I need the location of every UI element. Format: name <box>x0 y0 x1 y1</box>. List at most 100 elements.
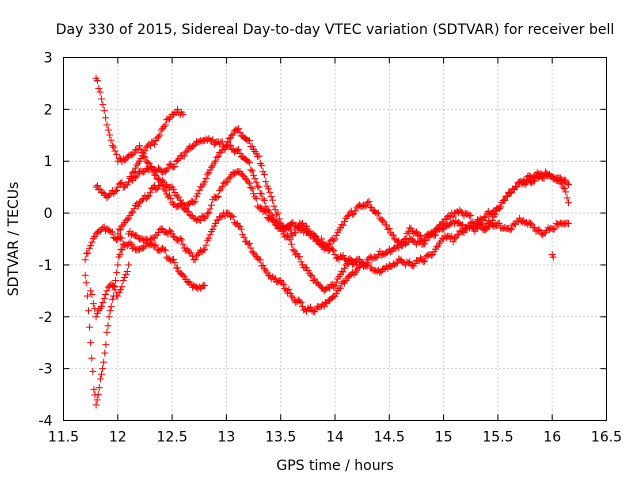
data-point <box>392 259 400 267</box>
data-point <box>123 268 131 276</box>
data-point <box>84 249 92 257</box>
x-tick-label: 16.5 <box>591 430 622 446</box>
data-point <box>112 276 120 284</box>
data-point <box>267 193 275 201</box>
data-point <box>403 230 411 238</box>
data-point <box>106 131 114 139</box>
data-point <box>199 246 207 254</box>
data-point <box>144 193 152 201</box>
x-tick-label: 14 <box>326 430 344 446</box>
x-tick-label: 12 <box>109 430 127 446</box>
data-point <box>224 209 232 217</box>
data-point <box>191 197 199 205</box>
data-point <box>258 190 266 198</box>
data-point <box>235 145 243 153</box>
data-point <box>317 235 325 243</box>
data-point <box>145 192 153 200</box>
data-point <box>107 136 115 144</box>
data-point <box>95 384 103 392</box>
data-point <box>137 145 145 153</box>
data-point <box>260 170 268 178</box>
data-point <box>209 225 217 233</box>
data-point <box>330 283 338 291</box>
data-point <box>245 137 253 145</box>
data-point <box>179 111 187 119</box>
data-point <box>155 164 163 172</box>
data-point <box>244 178 252 186</box>
data-point <box>145 160 153 168</box>
data-point <box>118 178 126 186</box>
data-point <box>93 182 101 190</box>
data-point <box>281 284 289 292</box>
data-point <box>160 123 168 131</box>
data-point <box>507 225 515 233</box>
data-point <box>563 194 571 202</box>
data-point <box>271 220 279 228</box>
data-point <box>221 145 229 153</box>
data-point <box>169 255 177 263</box>
data-point <box>521 180 529 188</box>
data-point <box>174 105 182 113</box>
y-tick-label: 1 <box>44 154 53 170</box>
data-point <box>102 341 110 349</box>
data-point <box>465 212 473 220</box>
data-point <box>551 225 559 233</box>
x-tick-label: 15.5 <box>482 430 513 446</box>
x-tick-label: 12.5 <box>157 430 188 446</box>
data-point <box>114 230 122 238</box>
data-point <box>286 236 294 244</box>
data-point <box>122 270 130 278</box>
ticks-layer: 11.5 12 12.5 13 13.5 14 14.5 15 15.5 16 16.5 3 2 1 0 -1… <box>39 51 623 446</box>
data-point <box>339 268 347 276</box>
data-point <box>103 287 111 295</box>
data-point <box>558 180 566 188</box>
data-point <box>130 168 138 176</box>
data-point <box>88 238 96 246</box>
data-point <box>365 197 373 205</box>
data-point <box>191 256 199 264</box>
data-point <box>174 156 182 164</box>
data-point <box>101 349 109 357</box>
data-point <box>106 307 114 315</box>
data-point <box>165 191 173 199</box>
data-point <box>117 180 125 188</box>
data-point <box>118 222 126 230</box>
data-point <box>480 214 488 222</box>
data-point <box>245 239 253 247</box>
data-point <box>247 183 255 191</box>
data-point <box>482 223 490 231</box>
data-point <box>482 212 490 220</box>
chart-title: Day 330 of 2015, Sidereal Day-to-day VTE… <box>56 22 615 38</box>
data-point <box>237 225 245 233</box>
data-point <box>362 259 370 267</box>
data-point <box>274 209 282 217</box>
data-point <box>152 171 160 179</box>
x-tick-label: 14.5 <box>374 430 405 446</box>
data-point <box>95 84 103 92</box>
data-point <box>179 240 187 248</box>
data-point <box>99 365 107 373</box>
data-point <box>279 280 287 288</box>
data-point <box>87 242 95 250</box>
x-tick-label: 13 <box>217 430 235 446</box>
data-point <box>201 214 209 222</box>
data-point <box>212 157 220 165</box>
series-track-e <box>125 105 187 186</box>
data-point <box>118 234 126 242</box>
data-point <box>205 209 213 217</box>
data-point <box>118 283 126 291</box>
data-point <box>110 143 118 151</box>
data-point <box>176 235 184 243</box>
data-point <box>536 227 544 235</box>
data-point <box>425 233 433 241</box>
data-point <box>317 283 325 291</box>
data-point <box>161 121 169 129</box>
data-point <box>160 246 168 254</box>
data-point <box>114 292 122 300</box>
data-point <box>240 233 248 241</box>
data-point <box>207 201 215 209</box>
data-point <box>93 396 101 404</box>
data-point <box>269 215 277 223</box>
data-point <box>118 246 126 254</box>
